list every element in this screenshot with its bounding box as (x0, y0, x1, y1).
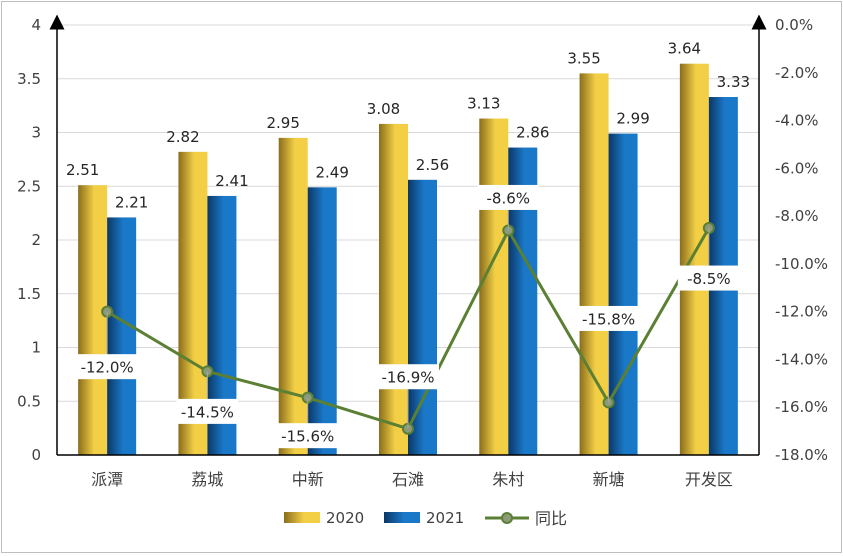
bar-2020 (78, 185, 108, 456)
yoy-label: -8.6% (487, 189, 531, 207)
bar-label-2021: 2.41 (215, 172, 248, 190)
legend-swatch-2020 (284, 512, 320, 523)
legend: 2020 2021 同比 (284, 509, 567, 528)
category-label: 开发区 (685, 470, 733, 489)
right-tick-label: -4.0% (775, 112, 819, 130)
left-tick-label: 4 (31, 16, 41, 34)
bar-label-2021: 2.49 (316, 163, 349, 181)
bar-label-2020: 2.95 (267, 114, 300, 132)
yoy-label-box (76, 354, 139, 380)
bar-label-2021: 2.21 (115, 193, 148, 211)
yoy-label-box (176, 398, 239, 424)
yoy-label: -15.8% (582, 310, 635, 328)
bar-label-2020: 3.08 (367, 100, 400, 118)
yoy-label: -16.9% (381, 369, 434, 387)
legend-label-2020: 2020 (326, 509, 364, 527)
yoy-label-box (276, 423, 339, 449)
bar-label-2020: 3.64 (668, 40, 701, 58)
bar-label-2021: 2.56 (416, 156, 449, 174)
yoy-labels: -12.0% -14.5% -15.6% -16.9% -8.6% -15.8% -8.5% (76, 184, 740, 449)
left-tick-label: 2.5 (17, 177, 41, 195)
bar-labels: 2.51 2.21 2.82 2.41 2.95 2.49 3.08 2.56 3.13 2.86… (66, 40, 750, 212)
bar-2021 (307, 187, 337, 455)
left-tick-label: 0 (31, 446, 41, 464)
yoy-label: -8.5% (687, 270, 731, 288)
yoy-label: -15.6% (281, 428, 334, 446)
category-label: 荔城 (191, 470, 223, 489)
bar-label-2020: 3.13 (467, 95, 500, 113)
right-tick-label: -2.0% (775, 64, 819, 82)
right-tick-label: -8.0% (775, 207, 819, 225)
left-tick-label: 2 (31, 231, 41, 249)
left-tick-label: 0.5 (17, 392, 41, 410)
left-tick-label: 3 (31, 124, 41, 142)
legend-marker-yoy (501, 512, 513, 524)
legend-label-yoy: 同比 (535, 509, 567, 528)
bar-2020 (379, 123, 408, 456)
right-tick-label: -14.0% (775, 350, 828, 368)
bar-label-2020: 2.51 (66, 161, 99, 179)
right-tick-label: -10.0% (775, 255, 828, 273)
left-tick-label: 1 (31, 339, 41, 357)
category-label: 石滩 (392, 470, 424, 489)
right-tick-label: -12.0% (775, 303, 828, 321)
legend-swatch-2021 (384, 512, 420, 523)
category-label: 派潭 (91, 470, 123, 489)
bar-label-2021: 3.33 (717, 73, 750, 91)
bar-2020 (679, 63, 709, 455)
bar-2021 (608, 133, 638, 455)
bar-label-2021: 2.99 (616, 110, 649, 128)
right-tick-label: 0.0% (775, 16, 813, 34)
right-tick-label: -6.0% (775, 159, 819, 177)
bar-2021 (408, 179, 437, 456)
left-tick-label: 3.5 (17, 70, 41, 88)
yoy-label-box (577, 305, 640, 331)
legend-label-2021: 2021 (426, 509, 464, 527)
axes: 0 0.5 1 1.5 2 2.5 3 3.5 4 0.0% -2.0% -4.0% -6.0% -8.0… (17, 14, 828, 489)
category-label: 新塘 (593, 470, 625, 489)
left-tick-label: 1.5 (17, 285, 41, 303)
bar-2021 (107, 217, 137, 455)
bars (78, 63, 738, 456)
bar-label-2020: 2.82 (166, 128, 199, 146)
right-tick-label: -18.0% (775, 446, 828, 464)
bar-2020 (278, 137, 308, 455)
category-label: 朱村 (492, 470, 524, 489)
yoy-label-box (477, 184, 540, 210)
yoy-label: -14.5% (181, 403, 234, 421)
yoy-label-box (677, 265, 740, 291)
yoy-label-box (377, 364, 439, 390)
yoy-label: -12.0% (81, 359, 134, 377)
category-label: 中新 (292, 470, 324, 489)
bar-label-2021: 2.86 (516, 124, 549, 142)
bar-label-2020: 3.55 (567, 49, 600, 67)
right-tick-label: -16.0% (775, 398, 828, 416)
bar-2020 (479, 118, 509, 456)
